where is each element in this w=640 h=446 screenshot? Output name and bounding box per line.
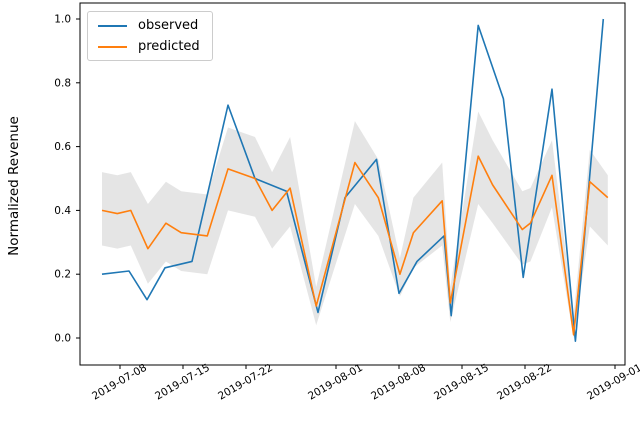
x-tick-label: 2019-09-01 (585, 362, 640, 403)
y-tick-label: 0.2 (54, 269, 71, 281)
y-tick-label: 0.4 (54, 205, 71, 217)
y-axis-label: Normalized Revenue (6, 116, 22, 256)
y-tick-label: 0.8 (54, 77, 71, 89)
legend: observed predicted (87, 11, 213, 61)
confidence-band (102, 111, 608, 338)
legend-entry-observed: observed (98, 17, 200, 34)
axes-spines (79, 2, 626, 366)
observed-line (101, 18, 605, 342)
y-tick-label: 0.0 (54, 333, 71, 345)
legend-label-predicted: predicted (138, 39, 200, 54)
legend-line-predicted-icon (98, 45, 127, 48)
y-tick-label: 0.6 (54, 141, 71, 153)
legend-label-observed: observed (138, 18, 199, 33)
legend-entry-predicted: predicted (98, 38, 200, 55)
legend-line-observed-icon (98, 24, 127, 27)
predicted-line (101, 155, 609, 336)
y-tick-label: 1.0 (54, 14, 71, 26)
